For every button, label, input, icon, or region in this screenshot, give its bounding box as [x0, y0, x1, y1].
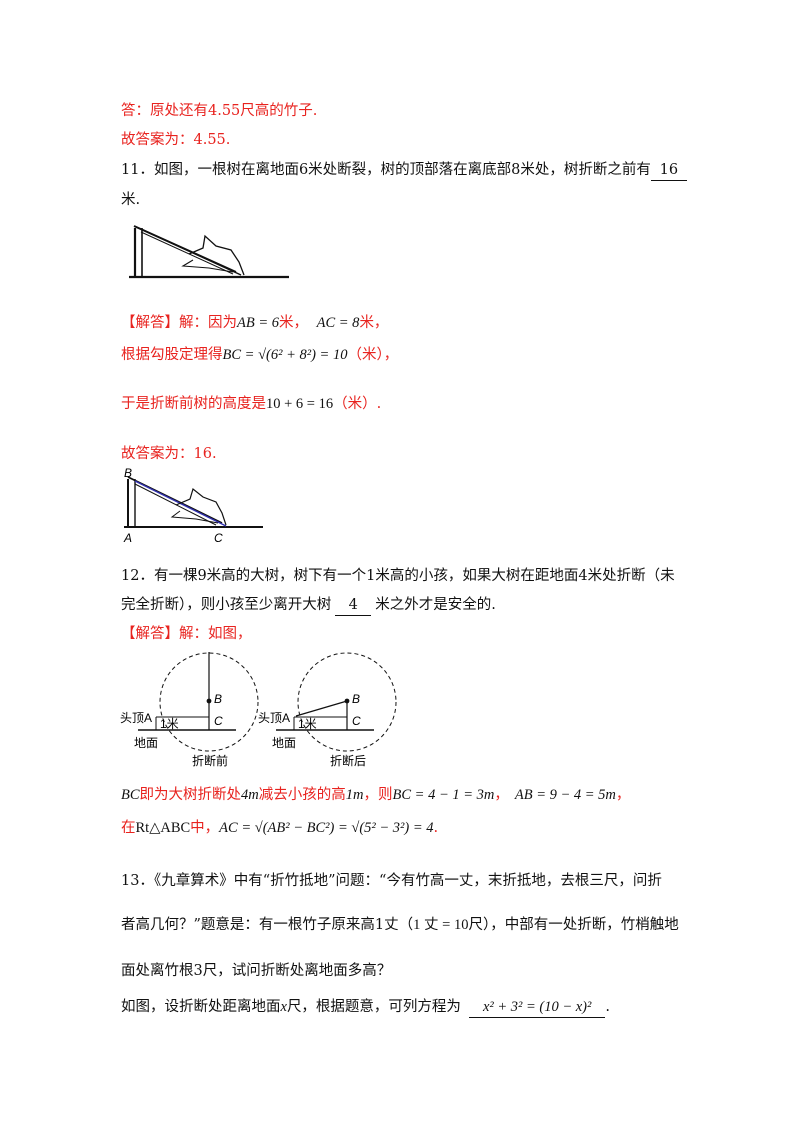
fig3-left-label-meter: 1米 [160, 717, 179, 731]
final-answer-16: 故答案为：16. [121, 446, 217, 462]
question-11-line2: 米. [121, 192, 141, 208]
question-13-line1: 13．《九章算术》中有“折竹抵地”问题：“今有竹高一丈，末折抵地，去根三尺，问折 [121, 873, 662, 889]
fig3-right-label-b: B [352, 692, 360, 706]
fig3-left-caption: 折断前 [192, 753, 228, 768]
question-11-line1: 11．如图，一根树在离地面6米处断裂，树的顶部落在离底部8米处，树折断之前有 16 [121, 160, 687, 181]
question-13-line2: 者高几何？”题意是：有一根竹子原来高1丈（1 丈 = 10尺），中部有一处折断，… [121, 917, 679, 933]
fig3-left-label-c: C [214, 714, 223, 728]
fig2-label-b: B [124, 466, 132, 480]
figure-broken-tree-1 [129, 225, 289, 279]
question-13-line3: 面处离竹根3尺，试问折断处离地面多高？ [121, 963, 392, 979]
fig2-label-c: C [214, 531, 223, 545]
solution-12-line2: 在Rt△ABC中，AC = √(AB² − BC²) = √(5² − 3²) … [121, 820, 439, 836]
q12-answer-blank: 4 [335, 595, 372, 616]
solution-11-line1: 【解答】解：因为AB = 6米， AC = 8米， [121, 315, 389, 331]
question-13-line4: 如图，设折断处距离地面x尺，根据题意，可列方程为 x² + 3² = (10 − … [121, 997, 610, 1018]
question-12-line1: 12．有一棵9米高的大树，树下有一个1米高的小孩，如果大树在距地面4米处折断（未 [121, 568, 675, 584]
figure-tree-circles: B C 头顶A 1米 地面 折断前 B C 头顶A 1米 地面 折断后 [120, 652, 397, 768]
solution-12-head: 【解答】解：如图， [121, 626, 252, 642]
fig3-right-label-c: C [352, 714, 361, 728]
fig3-left-diagram: B C 头顶A 1米 地面 折断前 [120, 652, 259, 768]
fig3-right-label-meter: 1米 [298, 717, 317, 731]
fig3-left-label-head: 头顶A [120, 711, 152, 725]
solution-11-line3: 于是折断前树的高度是10 + 6 = 16（米）. [121, 396, 382, 412]
answer-line-bamboo: 答：原处还有4.55尺高的竹子. [121, 103, 318, 119]
q13-answer-blank: x² + 3² = (10 − x)² [468, 997, 606, 1018]
fig3-right-diagram: B C 头顶A 1米 地面 折断后 [258, 652, 397, 768]
question-12-line2: 完全折断），则小孩至少离开大树 4 米之外才是安全的. [121, 595, 496, 616]
fig3-left-label-b: B [214, 692, 222, 706]
fig3-right-label-ground: 地面 [272, 736, 296, 750]
solution-11-line2: 根据勾股定理得BC = √(6² + 8²) = 10（米）， [121, 347, 399, 363]
fig2-label-a: A [123, 531, 132, 545]
figure-broken-tree-labeled: B A C [123, 466, 263, 545]
fig3-right-caption: 折断后 [330, 753, 366, 768]
fig3-left-label-ground: 地面 [134, 736, 158, 750]
fig3-right-label-head: 头顶A [258, 711, 290, 725]
q11-answer-blank: 16 [650, 160, 687, 181]
solution-12-line1: BC即为大树折断处4m减去小孩的高1m，则BC = 4 − 1 = 3m， AB … [121, 787, 631, 803]
final-answer-4-55: 故答案为：4.55. [121, 132, 231, 148]
